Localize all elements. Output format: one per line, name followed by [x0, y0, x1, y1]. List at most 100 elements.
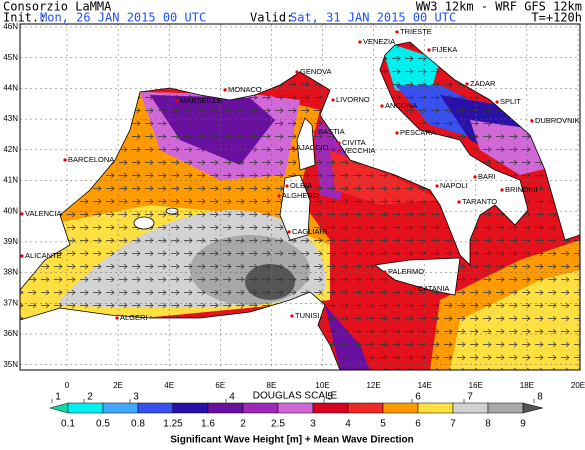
legend-swatch [242, 402, 279, 414]
lat-label: 44N [3, 84, 18, 93]
legend-break: 5 [380, 419, 386, 430]
lon-label: 18E [520, 381, 534, 390]
place-dot [115, 316, 119, 320]
place-dot [290, 314, 294, 318]
lat-label: 43N [3, 114, 18, 123]
legend-swatch [452, 402, 489, 414]
place-dot [20, 254, 24, 258]
lat-label: 39N [3, 237, 18, 246]
legend-swatch [172, 402, 209, 414]
legend-break: 0.5 [96, 419, 110, 430]
place-label: ZADAR [470, 79, 496, 88]
place-dot [383, 270, 387, 274]
douglas-number: 4 [229, 392, 235, 403]
lon-label: 12E [366, 381, 380, 390]
place-label: CIVITA [342, 138, 366, 147]
legend-swatch [382, 402, 419, 414]
legend-break: 7 [450, 419, 456, 430]
place-dot [457, 200, 461, 204]
lon-label: 8E [267, 381, 277, 390]
place-label: BARCELONA [68, 155, 114, 164]
legend-swatch [312, 402, 349, 414]
place-label: OLBIA [290, 181, 312, 190]
lat-label: 41N [3, 176, 18, 185]
place-dot [175, 99, 179, 103]
legend-break: 9 [520, 419, 526, 430]
legend-swatch [67, 402, 104, 414]
lon-label: 0 [65, 381, 70, 390]
place-label: VENEZIA [363, 37, 395, 46]
place-dot [500, 188, 504, 192]
place-dot [331, 98, 335, 102]
place-label: ALGERI [120, 313, 148, 322]
douglas-number: 1 [55, 392, 61, 403]
place-label: NAPOLI [440, 181, 468, 190]
place-dot [413, 287, 417, 291]
legend-break: 1.6 [201, 419, 215, 430]
legend-swatch [49, 402, 69, 414]
place-label: TRIESTE [400, 27, 432, 36]
place-label: MARSEILLE [180, 96, 222, 105]
organization: Consorzio LaMMA [3, 0, 112, 14]
lon-label: 4E [164, 381, 174, 390]
legend-swatch [487, 402, 524, 414]
place-label: LIVORNO [336, 95, 370, 104]
legend-swatch [277, 402, 314, 414]
legend-break: 3 [310, 419, 316, 430]
place-dot [287, 230, 291, 234]
place-dot [495, 100, 499, 104]
valid-label: Valid: [250, 11, 293, 25]
legend-break: 0.8 [131, 419, 145, 430]
lon-label: 16E [469, 381, 483, 390]
place-dot [358, 40, 362, 44]
douglas-number: 5 [327, 392, 333, 403]
place-dot [285, 184, 289, 188]
place-dot [291, 146, 295, 150]
valid-date: Sat, 31 JAN 2015 00 UTC [290, 11, 456, 25]
douglas-number: 7 [467, 392, 473, 403]
lon-label: 6E [215, 381, 225, 390]
place-label: AJACCIO [296, 143, 329, 152]
douglas-number: 2 [87, 392, 93, 403]
place-label: BARI [478, 172, 496, 181]
legend-break: 2 [240, 419, 246, 430]
douglas-number: 3 [133, 392, 139, 403]
place-dot [395, 131, 399, 135]
legend-swatch [137, 402, 174, 414]
place-dot [337, 149, 341, 153]
place-label: BRINDISI [505, 185, 538, 194]
place-label: ANCONA [385, 101, 417, 110]
place-label: DUBROVNIK [535, 116, 580, 125]
place-dot [435, 184, 439, 188]
lon-label: 2E [113, 381, 123, 390]
lat-label: 42N [3, 145, 18, 154]
legend-break: 1.25 [163, 419, 183, 430]
legend-break: 0.1 [61, 419, 75, 430]
place-label: VECCHIA [342, 146, 375, 155]
place-label: GENOVA [300, 67, 332, 76]
place-label: TUNISI [295, 311, 320, 320]
place-dot [530, 119, 534, 123]
place-dot [465, 82, 469, 86]
legend-break: 6 [415, 419, 421, 430]
place-label: CAGLIARI [292, 227, 327, 236]
legend-swatch [207, 402, 244, 414]
legend-swatch [417, 402, 454, 414]
init-date: Mon, 26 JAN 2015 00 UTC [40, 11, 206, 25]
place-label: MONACO [228, 85, 262, 94]
land [20, 24, 580, 370]
place-label: ALGHERO [282, 191, 319, 200]
place-label: ALICANTE [25, 251, 62, 260]
douglas-number: 8 [537, 392, 543, 403]
place-dot [473, 175, 477, 179]
legend-caption: Significant Wave Height [m] + Mean Wave … [170, 435, 413, 446]
lat-label: 46N [3, 22, 18, 31]
place-dot [63, 158, 67, 162]
legend-break: 8 [485, 419, 491, 430]
lead-time: T=+120h [531, 11, 582, 25]
douglas-title: DOUGLAS SCALE [253, 391, 338, 402]
place-label: PALERMO [388, 267, 424, 276]
place-label: PESCARA [400, 128, 436, 137]
legend-swatch [347, 402, 384, 414]
